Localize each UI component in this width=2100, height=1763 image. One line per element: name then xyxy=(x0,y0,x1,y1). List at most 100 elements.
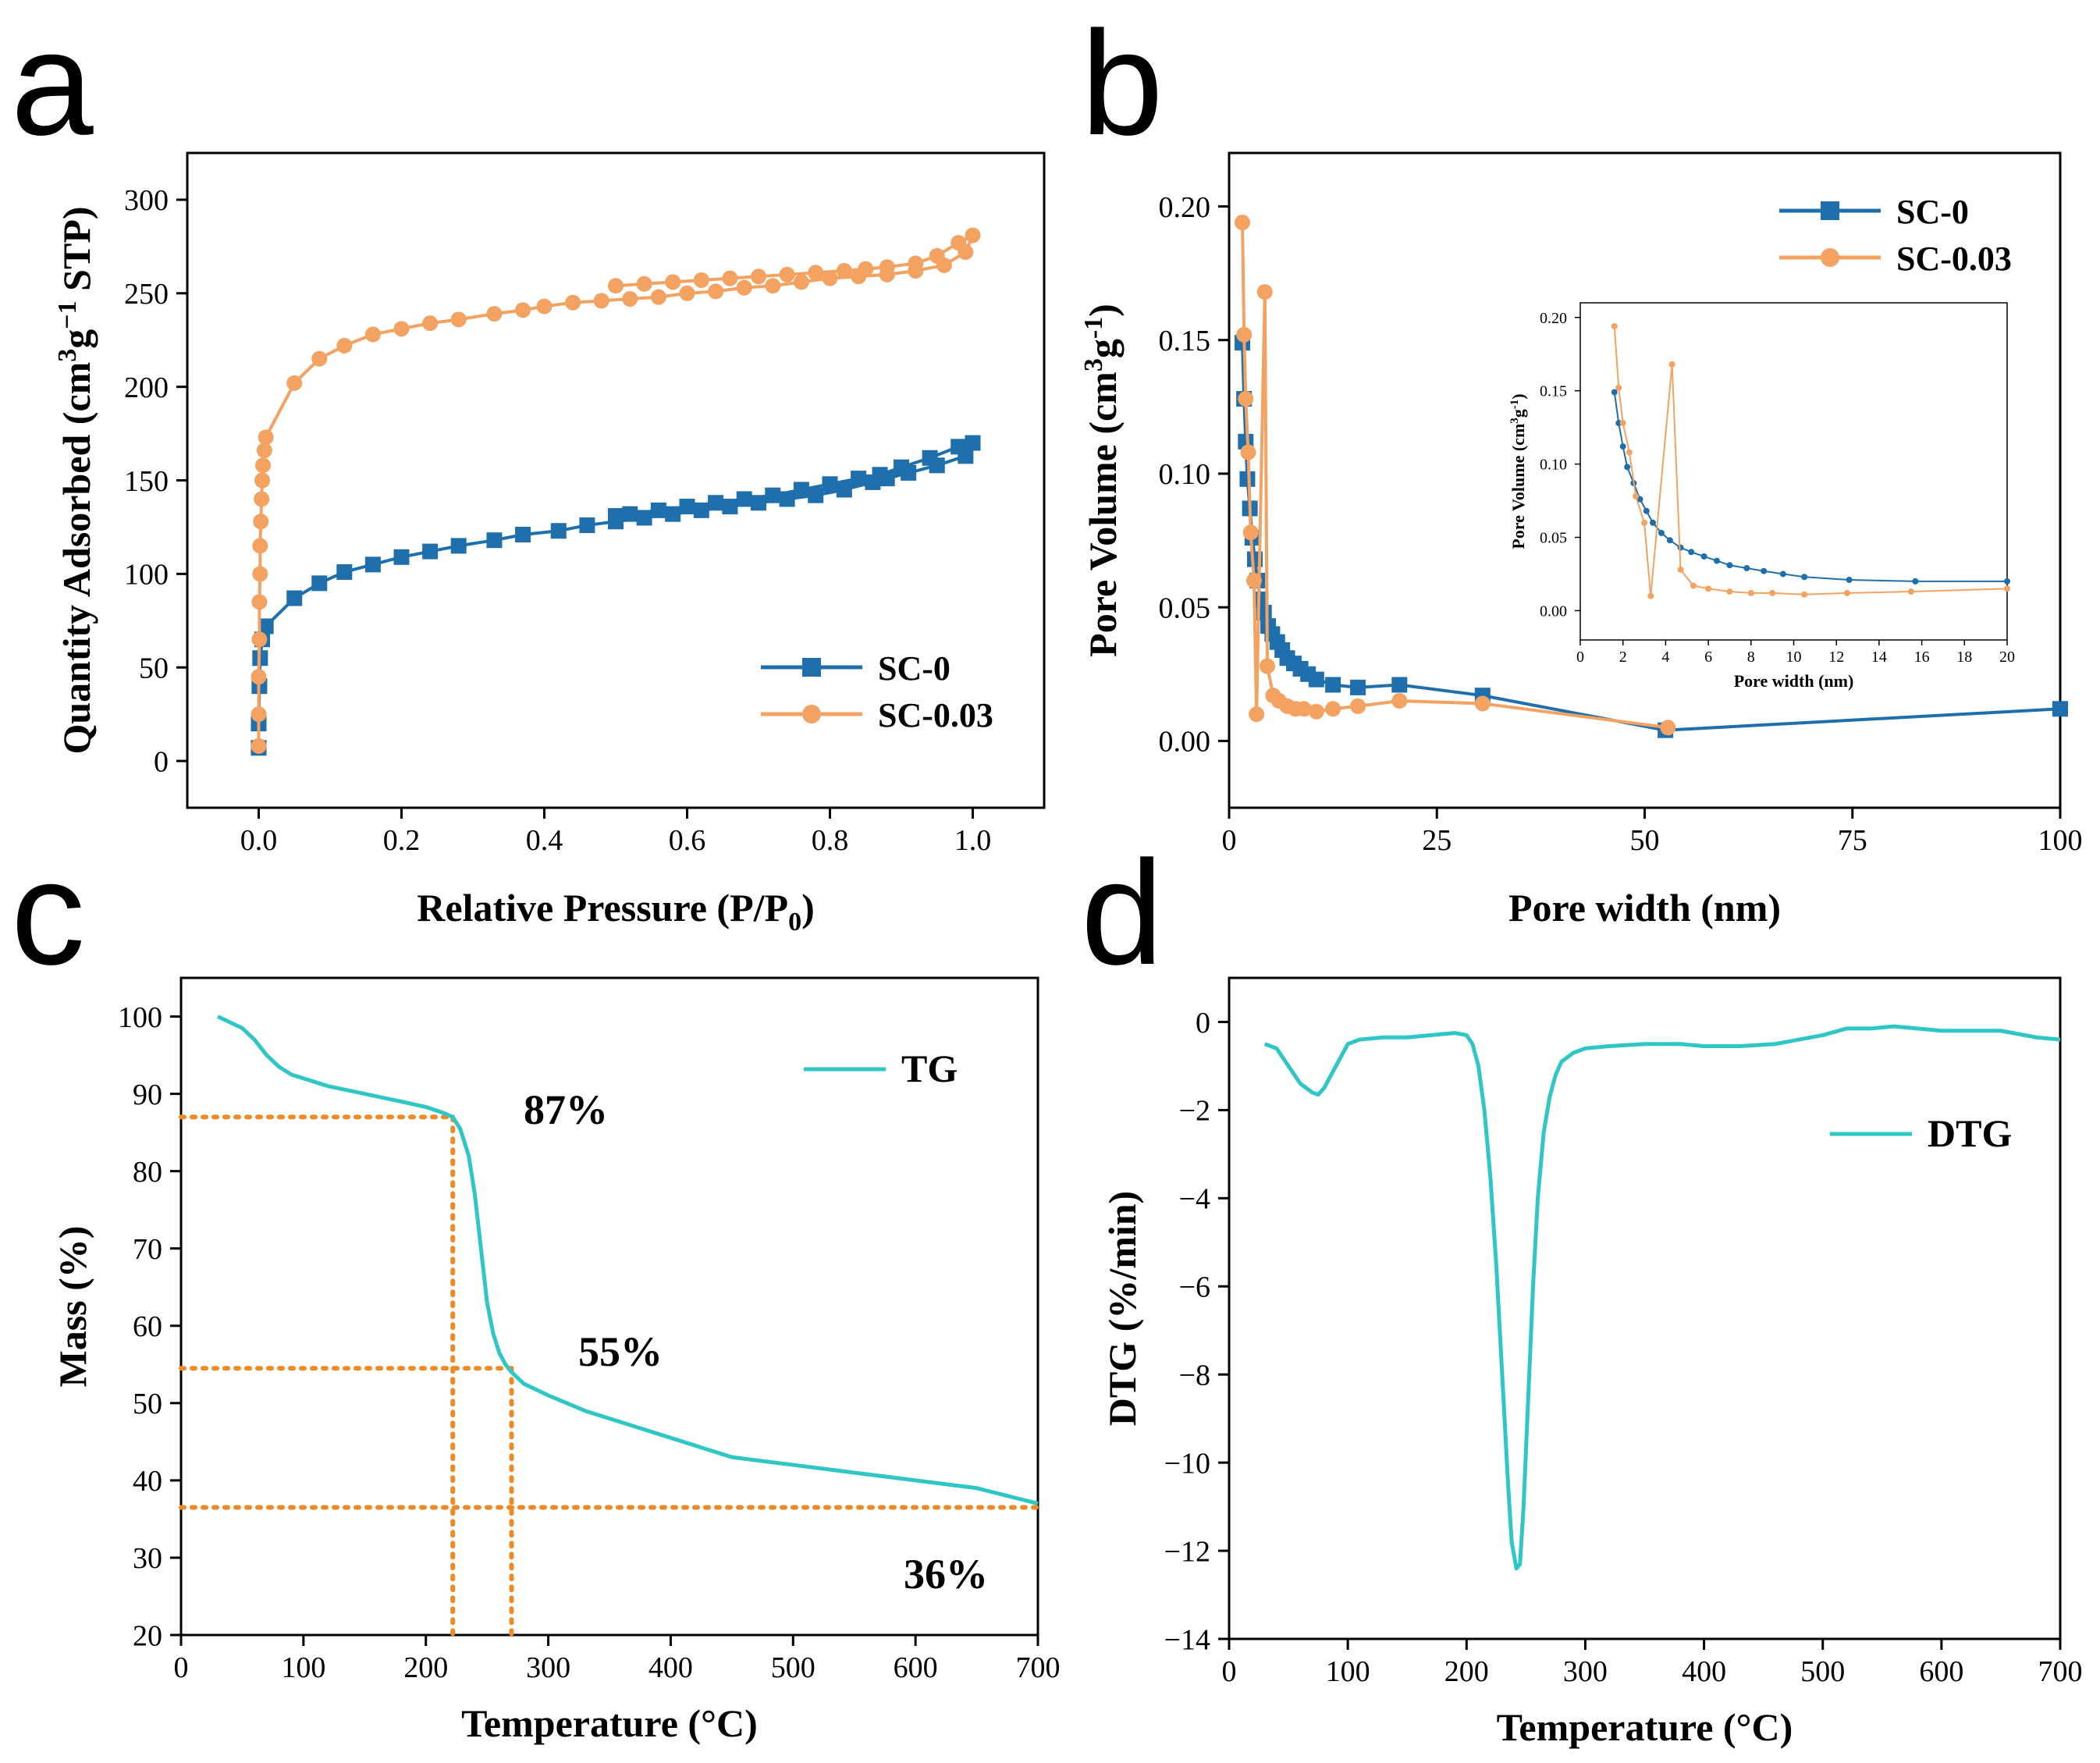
data-point xyxy=(1668,361,1675,368)
legend-label: DTG xyxy=(1928,1111,2012,1155)
x-tick-label: 2 xyxy=(1619,649,1627,666)
data-point xyxy=(1779,570,1786,578)
data-point xyxy=(550,523,567,539)
series-line-SC-0 xyxy=(1613,392,2007,582)
series-line-DTG xyxy=(1263,1024,2061,1571)
y-tick-label: 0.00 xyxy=(1540,602,1567,620)
data-point xyxy=(1624,464,1631,471)
y-tick-label: 50 xyxy=(139,652,169,685)
inset-x-axis-label: Pore width (nm) xyxy=(1734,671,1854,691)
data-point xyxy=(1907,588,1914,595)
y-tick-label: 0.20 xyxy=(1159,191,1211,224)
data-point xyxy=(1677,544,1684,551)
x-tick-label: 500 xyxy=(1800,1655,1845,1688)
data-point xyxy=(422,543,439,560)
data-point xyxy=(693,272,709,289)
series-line-SC-0 xyxy=(1241,343,2061,732)
y-tick-label: −8 xyxy=(1179,1360,1210,1392)
data-point xyxy=(929,247,945,264)
series-line-SC-0.03 xyxy=(1613,325,2008,597)
data-point xyxy=(836,482,852,498)
data-point xyxy=(1238,391,1254,407)
x-tick-label: 300 xyxy=(526,1651,570,1684)
data-point xyxy=(1235,215,1251,231)
data-point xyxy=(1666,537,1673,544)
x-tick-label: 1.0 xyxy=(954,824,992,857)
data-point xyxy=(1611,323,1618,330)
data-point xyxy=(336,337,353,354)
data-point xyxy=(622,290,638,307)
data-point xyxy=(1256,284,1273,300)
y-tick-label: 200 xyxy=(124,371,169,404)
data-point xyxy=(258,618,274,634)
data-point xyxy=(251,738,267,754)
y-tick-label: 0 xyxy=(1196,1007,1210,1040)
y-axis-label: Mass (%) xyxy=(51,1226,94,1388)
data-point xyxy=(486,306,503,322)
y-axis-label: Quantity Adsorbed (cm3g−1 STP) xyxy=(53,206,98,754)
data-point xyxy=(708,495,724,511)
data-point xyxy=(1633,492,1640,499)
data-point xyxy=(636,275,652,292)
data-point xyxy=(722,499,738,515)
data-point xyxy=(565,294,581,311)
data-point xyxy=(251,631,268,648)
data-point xyxy=(1239,471,1256,487)
panel-c: 0 100 200 300 400 500 600 700 20 30 40 50 60 70 80 90 10… xyxy=(51,976,1061,1745)
x-tick-label: 400 xyxy=(648,1651,693,1684)
data-point xyxy=(256,443,272,459)
data-point xyxy=(951,439,967,455)
data-point xyxy=(1391,677,1408,693)
data-point xyxy=(872,467,888,483)
x-tick-label: 0.4 xyxy=(526,824,563,857)
data-point xyxy=(252,538,268,554)
data-point xyxy=(393,321,410,337)
data-point xyxy=(650,502,666,518)
data-point xyxy=(336,563,353,580)
y-tick-label: 80 xyxy=(133,1156,162,1189)
data-point xyxy=(693,502,709,518)
panel-letter-d: d xyxy=(1081,830,1164,996)
x-tick-label: 200 xyxy=(403,1651,448,1684)
y-tick-label: 100 xyxy=(118,1001,162,1034)
data-point xyxy=(665,274,681,290)
data-point xyxy=(858,261,874,277)
data-point xyxy=(722,270,738,286)
data-point xyxy=(1619,443,1626,450)
data-point xyxy=(1726,562,1733,569)
annotation-87: 87% xyxy=(524,1086,608,1133)
data-point xyxy=(1647,592,1654,599)
data-point xyxy=(822,476,838,492)
legend-marker xyxy=(1821,248,1839,267)
x-tick-label: 25 xyxy=(1422,824,1452,857)
y-tick-label: 0.05 xyxy=(1159,592,1211,624)
data-point xyxy=(608,508,624,524)
data-point xyxy=(851,471,867,487)
data-point xyxy=(311,350,328,367)
y-tick-label: −12 xyxy=(1164,1535,1210,1568)
data-point xyxy=(1747,589,1754,596)
data-point xyxy=(751,268,766,285)
panel-d: 0 100 200 300 400 500 600 700 −14 −12 −10 −8 −6 −4 −2 0… xyxy=(1100,976,2083,1749)
data-point xyxy=(608,278,624,294)
annotation-36: 36% xyxy=(904,1551,988,1598)
x-tick-label: 50 xyxy=(1630,824,1660,857)
data-point xyxy=(1801,574,1808,581)
y-tick-label: 20 xyxy=(133,1619,162,1652)
panel-letter-a: a xyxy=(11,1,94,166)
panel-letter-b: b xyxy=(1081,1,1164,166)
y-tick-label: 70 xyxy=(133,1233,162,1266)
data-point xyxy=(1474,695,1491,712)
data-point xyxy=(364,556,381,573)
data-point xyxy=(2004,578,2010,585)
data-point xyxy=(879,259,895,275)
y-tick-label: 0 xyxy=(154,745,169,778)
y-tick-label: 100 xyxy=(124,559,169,592)
data-point xyxy=(679,499,695,515)
data-point xyxy=(486,532,503,549)
x-tick-label: 600 xyxy=(1919,1655,1963,1688)
y-tick-label: 0.05 xyxy=(1540,530,1567,547)
